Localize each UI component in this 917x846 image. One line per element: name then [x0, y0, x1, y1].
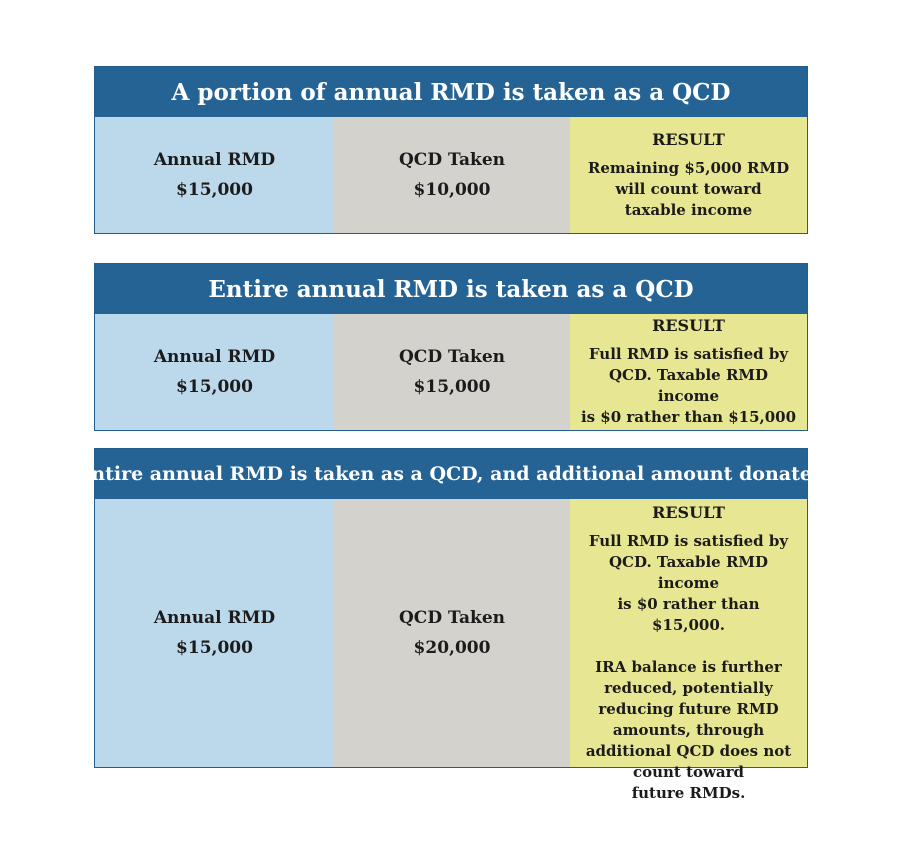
result-text: Full RMD is satisfied by QCD. Taxable RM… [580, 531, 797, 804]
result-cell: RESULT Full RMD is satisfied by QCD. Tax… [570, 499, 807, 802]
result-cell: RESULT Full RMD is satisfied by QCD. Tax… [570, 314, 807, 430]
result-line: reduced, potentially [604, 679, 773, 697]
qcd-taken-value: $15,000 [413, 377, 491, 397]
scenario-row: Annual RMD $15,000 QCD Taken $15,000 RES… [95, 314, 807, 430]
annual-rmd-cell: Annual RMD $15,000 [95, 314, 334, 430]
scenario-title: A portion of annual RMD is taken as a QC… [95, 67, 807, 117]
result-line: Full RMD is satisfied by [588, 345, 789, 363]
annual-rmd-label: Annual RMD [153, 608, 276, 628]
qcd-taken-label: QCD Taken [399, 150, 505, 170]
qcd-taken-cell: QCD Taken $20,000 [334, 499, 570, 767]
result-line: amounts, through [612, 721, 765, 739]
result-line: is $0 rather than $15,000 [580, 408, 797, 426]
qcd-taken-label: QCD Taken [399, 608, 505, 628]
annual-rmd-label: Annual RMD [153, 150, 276, 170]
qcd-taken-value: $10,000 [413, 180, 491, 200]
result-label: RESULT [652, 503, 725, 522]
result-line: QCD. Taxable RMD income [608, 553, 769, 592]
annual-rmd-value: $15,000 [176, 638, 253, 658]
result-line: future RMDs. [631, 784, 746, 802]
result-label: RESULT [652, 316, 725, 335]
result-line: Remaining $5,000 RMD [587, 158, 790, 177]
scenario-title: Entire annual RMD is taken as a QCD [95, 264, 807, 314]
result-line: QCD. Taxable RMD income [608, 366, 769, 405]
qcd-taken-label: QCD Taken [399, 347, 505, 367]
result-line: reducing future RMD [598, 700, 779, 718]
result-cell: RESULT Remaining $5,000 RMD will count t… [570, 117, 807, 233]
result-text: Remaining $5,000 RMD will count toward t… [588, 158, 789, 221]
scenario-entire-qcd: Entire annual RMD is taken as a QCD Annu… [94, 263, 808, 431]
result-text: Full RMD is satisfied by QCD. Taxable RM… [580, 344, 797, 428]
scenario-title: Entire annual RMD is taken as a QCD, and… [77, 449, 825, 499]
paragraph-gap [580, 636, 797, 657]
annual-rmd-value: $15,000 [176, 180, 253, 200]
result-line: count toward [632, 763, 745, 781]
result-line: is $0 rather than $15,000. [617, 595, 760, 634]
annual-rmd-value: $15,000 [176, 377, 253, 397]
result-line: will count toward [615, 179, 762, 198]
qcd-taken-cell: QCD Taken $15,000 [334, 314, 570, 430]
result-line: Full RMD is satisfied by [588, 532, 789, 550]
result-line: taxable income [624, 200, 753, 219]
scenario-row: Annual RMD $15,000 QCD Taken $10,000 RES… [95, 117, 807, 233]
result-label: RESULT [652, 129, 725, 149]
scenario-row: Annual RMD $15,000 QCD Taken $20,000 RES… [95, 499, 807, 802]
annual-rmd-cell: Annual RMD $15,000 [95, 117, 334, 233]
result-line: IRA balance is further [595, 658, 782, 676]
scenario-additional-donation: Entire annual RMD is taken as a QCD, and… [77, 448, 825, 802]
qcd-taken-cell: QCD Taken $10,000 [334, 117, 570, 233]
annual-rmd-cell: Annual RMD $15,000 [95, 499, 334, 767]
qcd-taken-value: $20,000 [413, 638, 491, 658]
result-line: additional QCD does not [585, 742, 792, 760]
annual-rmd-label: Annual RMD [153, 347, 276, 367]
scenario-partial-qcd: A portion of annual RMD is taken as a QC… [94, 66, 808, 234]
